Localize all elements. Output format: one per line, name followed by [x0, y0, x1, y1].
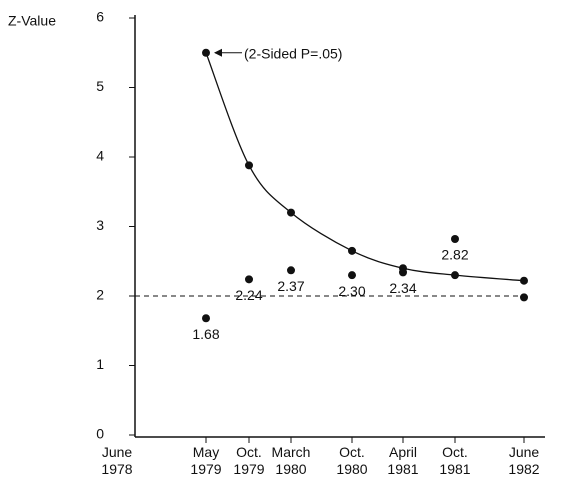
- value-label: 2.34: [389, 280, 416, 296]
- annotation: (2-Sided P=.05): [244, 45, 342, 61]
- point: [202, 48, 210, 57]
- x-tick-label: Oct. 1980: [336, 444, 368, 477]
- y-tick-label: 4: [96, 148, 104, 164]
- x-tick-label: Oct. 1979: [233, 444, 265, 477]
- y-tick-label: 0: [96, 426, 104, 442]
- point: [245, 275, 253, 284]
- y-tick-label: 2: [96, 287, 104, 303]
- value-label: 1.68: [192, 326, 219, 342]
- x-tick-label: June 1982: [508, 444, 540, 477]
- x-tick-label: March 1980: [271, 444, 311, 477]
- x-tick-label: Oct. 1981: [439, 444, 471, 477]
- value-label: 2.24: [235, 287, 262, 303]
- point: [451, 235, 459, 244]
- x-tick-label: June 1978: [101, 444, 133, 477]
- y-axis-label: Z-Value: [8, 13, 56, 29]
- x-tick-label: May 1979: [190, 444, 222, 477]
- series-line: [205, 52, 525, 282]
- annotation-arrowhead: [214, 48, 222, 57]
- x-tick-label: April 1981: [387, 444, 419, 477]
- point: [202, 314, 210, 323]
- point: [348, 246, 356, 255]
- y-tick-label: 1: [96, 356, 104, 372]
- y-tick-label: 6: [96, 9, 104, 25]
- value-label: 2.30: [338, 283, 365, 299]
- point: [520, 293, 528, 302]
- y-tick-label: 3: [96, 217, 104, 233]
- point: [287, 266, 295, 275]
- point: [520, 276, 528, 285]
- y-tick-label: 5: [96, 78, 104, 94]
- point: [348, 271, 356, 280]
- point: [399, 268, 407, 277]
- point: [451, 271, 459, 280]
- point: [287, 208, 295, 217]
- value-label: 2.82: [441, 247, 468, 263]
- point: [245, 161, 253, 170]
- value-label: 2.37: [277, 278, 304, 294]
